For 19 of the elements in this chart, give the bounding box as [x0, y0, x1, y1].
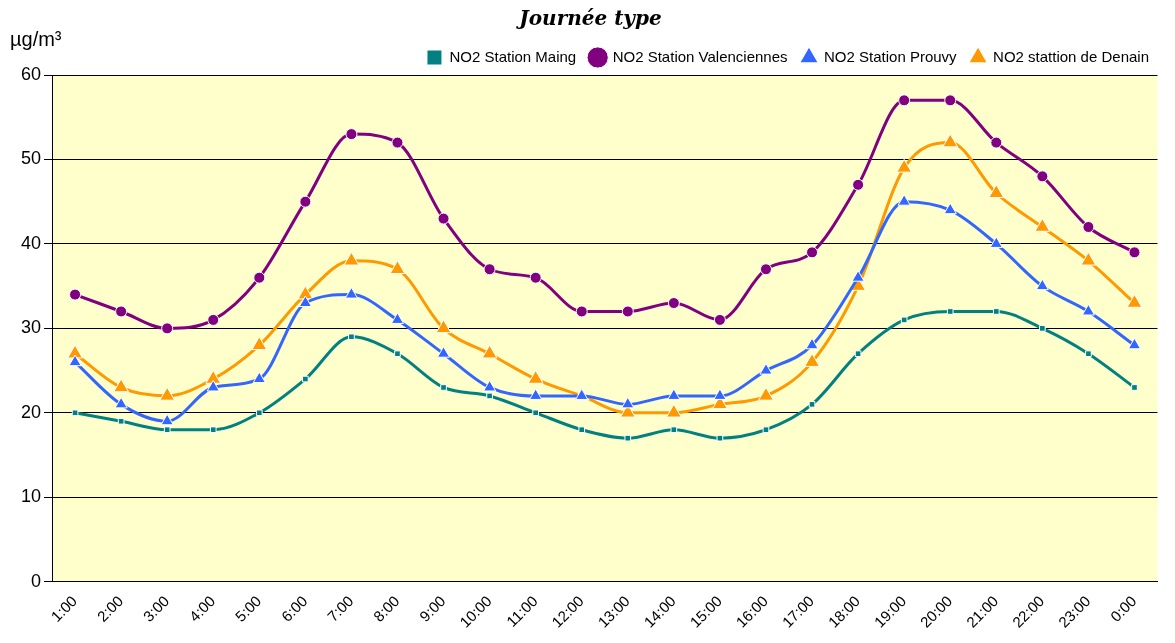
- y-tick-label: 30: [20, 317, 42, 338]
- chart-title: Journée type: [515, 6, 662, 31]
- x-tick-label: 3:00: [139, 592, 173, 625]
- x-tick-label: 0:00: [1106, 592, 1140, 625]
- legend-label: NO2 Station Valenciennes: [612, 47, 788, 65]
- legend-label: NO2 Station Maing: [449, 47, 577, 65]
- y-tick-label: 60: [20, 63, 42, 84]
- y-tick-label: 10: [20, 486, 42, 507]
- x-tick-label: 9:00: [415, 592, 449, 625]
- legend-label: NO2 Station Prouvy: [824, 47, 958, 65]
- y-tick-label: 0: [31, 570, 42, 591]
- y-tick-label: 40: [20, 232, 42, 253]
- y-tick-label: 20: [20, 401, 42, 422]
- y-axis-title: µg/m³: [10, 27, 62, 50]
- x-tick-label: 7:00: [323, 592, 357, 625]
- y-tick-label: 50: [20, 148, 42, 169]
- legend-label: NO2 stattion de Denain: [993, 47, 1150, 65]
- x-tick-label: 4:00: [185, 592, 219, 625]
- x-tick-label: 6:00: [277, 592, 311, 625]
